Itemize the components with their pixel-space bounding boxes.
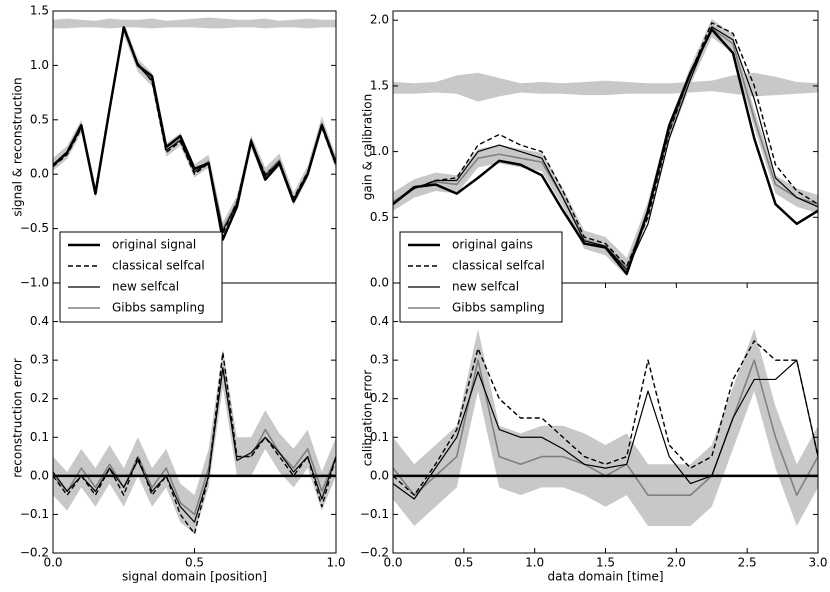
legend: original signal classical selfcal new self… [59, 231, 223, 323]
y-tick-label: 0.5 [30, 112, 49, 126]
y-tick-label: 0.0 [370, 468, 389, 482]
panel: 0.0 0.5 1.0 1.5 2.0 gain & calibration [361, 10, 819, 290]
x-tick-label: 1.0 [525, 556, 544, 570]
plot-area [53, 17, 336, 241]
y-tick-label: 0.4 [30, 314, 49, 328]
uncertainty-band [53, 348, 336, 534]
y-tick-label: 0.0 [30, 167, 49, 181]
x-tick-label: 0.5 [454, 556, 473, 570]
uncertainty-band [53, 17, 336, 29]
legend-label: new selfcal [452, 280, 519, 294]
plot-area [393, 18, 818, 277]
y-tick-label: −0.5 [20, 221, 49, 235]
series-line [53, 367, 336, 523]
x-axis-label: data domain [time] [547, 570, 663, 584]
plot-area [393, 329, 818, 526]
legend-box [59, 231, 223, 323]
y-tick-label: 0.3 [30, 353, 49, 367]
y-tick-label: 0.3 [370, 353, 389, 367]
panel: −0.2 −0.1 0.0 0.1 0.2 0.3 0.4 0.0 0.5 1.0 reconstr… [11, 282, 346, 584]
legend-box [399, 231, 563, 323]
uncertainty-band [53, 21, 336, 236]
y-tick-label: −0.2 [360, 546, 389, 560]
legend-label: Gibbs sampling [112, 301, 205, 315]
x-axis-label: signal domain [position] [122, 570, 267, 584]
legend-label: new selfcal [112, 280, 179, 294]
x-tick-label: 0.0 [43, 556, 62, 570]
series-line [393, 340, 818, 496]
y-tick-label: 1.0 [370, 144, 389, 158]
x-tick-label: 0.5 [185, 556, 204, 570]
legend-label: original gains [452, 238, 533, 252]
x-tick-label: 2.0 [667, 556, 686, 570]
series-line [393, 27, 818, 269]
legend-label: Gibbs sampling [452, 301, 545, 315]
x-tick-label: 3.0 [808, 556, 827, 570]
series-line [393, 26, 818, 271]
x-tick-label: 2.5 [738, 556, 757, 570]
y-tick-label: 0.4 [370, 314, 389, 328]
y-tick-label: 0.5 [370, 210, 389, 224]
uncertainty-band [393, 72, 818, 102]
y-tick-label: 0.0 [370, 276, 389, 290]
y-axis-label: reconstruction error [11, 358, 25, 478]
x-tick-label: 1.5 [596, 556, 615, 570]
y-axis-label: signal & reconstruction [11, 77, 25, 216]
legend: original gains classical selfcal new selfc… [399, 231, 563, 323]
y-tick-label: 0.2 [30, 391, 49, 405]
y-tick-label: −1.0 [20, 276, 49, 290]
y-tick-label: 0.1 [30, 430, 49, 444]
y-tick-label: −0.1 [360, 507, 389, 521]
plot-area [53, 348, 336, 535]
legend-label: classical selfcal [452, 259, 545, 273]
axes-frame [392, 282, 819, 554]
y-tick-label: 1.5 [30, 4, 49, 18]
y-tick-label: 0.0 [30, 468, 49, 482]
y-axis-label: gain & calibration [361, 94, 375, 200]
x-tick-label: 1.0 [326, 556, 345, 570]
y-tick-label: 0.2 [370, 391, 389, 405]
panel: −0.2 −0.1 0.0 0.1 0.2 0.3 0.4 0.0 0.5 1.0 1.5 2.0 2.… [360, 282, 828, 584]
series-line [53, 27, 336, 232]
series-line [393, 359, 818, 500]
y-tick-label: 1.0 [30, 58, 49, 72]
y-axis-label: calibration error [361, 370, 375, 466]
legend-label: original signal [112, 238, 196, 252]
series-line [53, 26, 336, 241]
legend-label: classical selfcal [112, 259, 205, 273]
y-tick-label: −0.1 [20, 507, 49, 521]
series-line [393, 28, 818, 276]
y-tick-label: 0.1 [370, 430, 389, 444]
series-line [53, 367, 336, 516]
panel: −1.0 −0.5 0.0 0.5 1.0 1.5 signal & reconstruct… [11, 4, 337, 290]
series-line [393, 22, 818, 267]
y-tick-label: −0.2 [20, 546, 49, 560]
y-tick-label: 1.5 [370, 78, 389, 92]
series-line [53, 351, 336, 535]
y-tick-label: 2.0 [370, 13, 389, 27]
x-tick-label: 0.0 [383, 556, 402, 570]
